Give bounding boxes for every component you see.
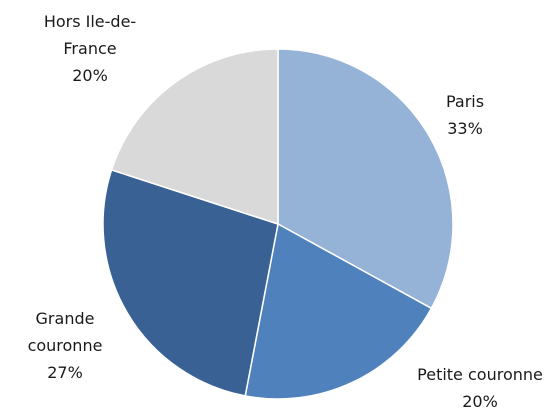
- slice-label: Hors Ile-de-France 20%: [25, 8, 155, 89]
- slice-label: Grande couronne 27%: [15, 305, 115, 386]
- slice-label: Petite couronne 20%: [395, 361, 560, 412]
- slice-label: Paris 33%: [415, 88, 515, 142]
- pie-slice: [110, 48, 279, 226]
- pie-slice: [244, 222, 433, 400]
- category-label: Grande couronne: [27, 309, 103, 355]
- pie-slice: [102, 168, 279, 397]
- value-label: 27%: [47, 363, 83, 382]
- value-label: 33%: [447, 119, 483, 138]
- value-label: 20%: [72, 66, 108, 85]
- category-label: Petite couronne: [417, 365, 543, 384]
- value-label: 20%: [462, 392, 498, 411]
- category-label: Hors Ile-de-France: [43, 12, 137, 58]
- pie-slice: [277, 48, 454, 310]
- category-label: Paris: [445, 92, 485, 111]
